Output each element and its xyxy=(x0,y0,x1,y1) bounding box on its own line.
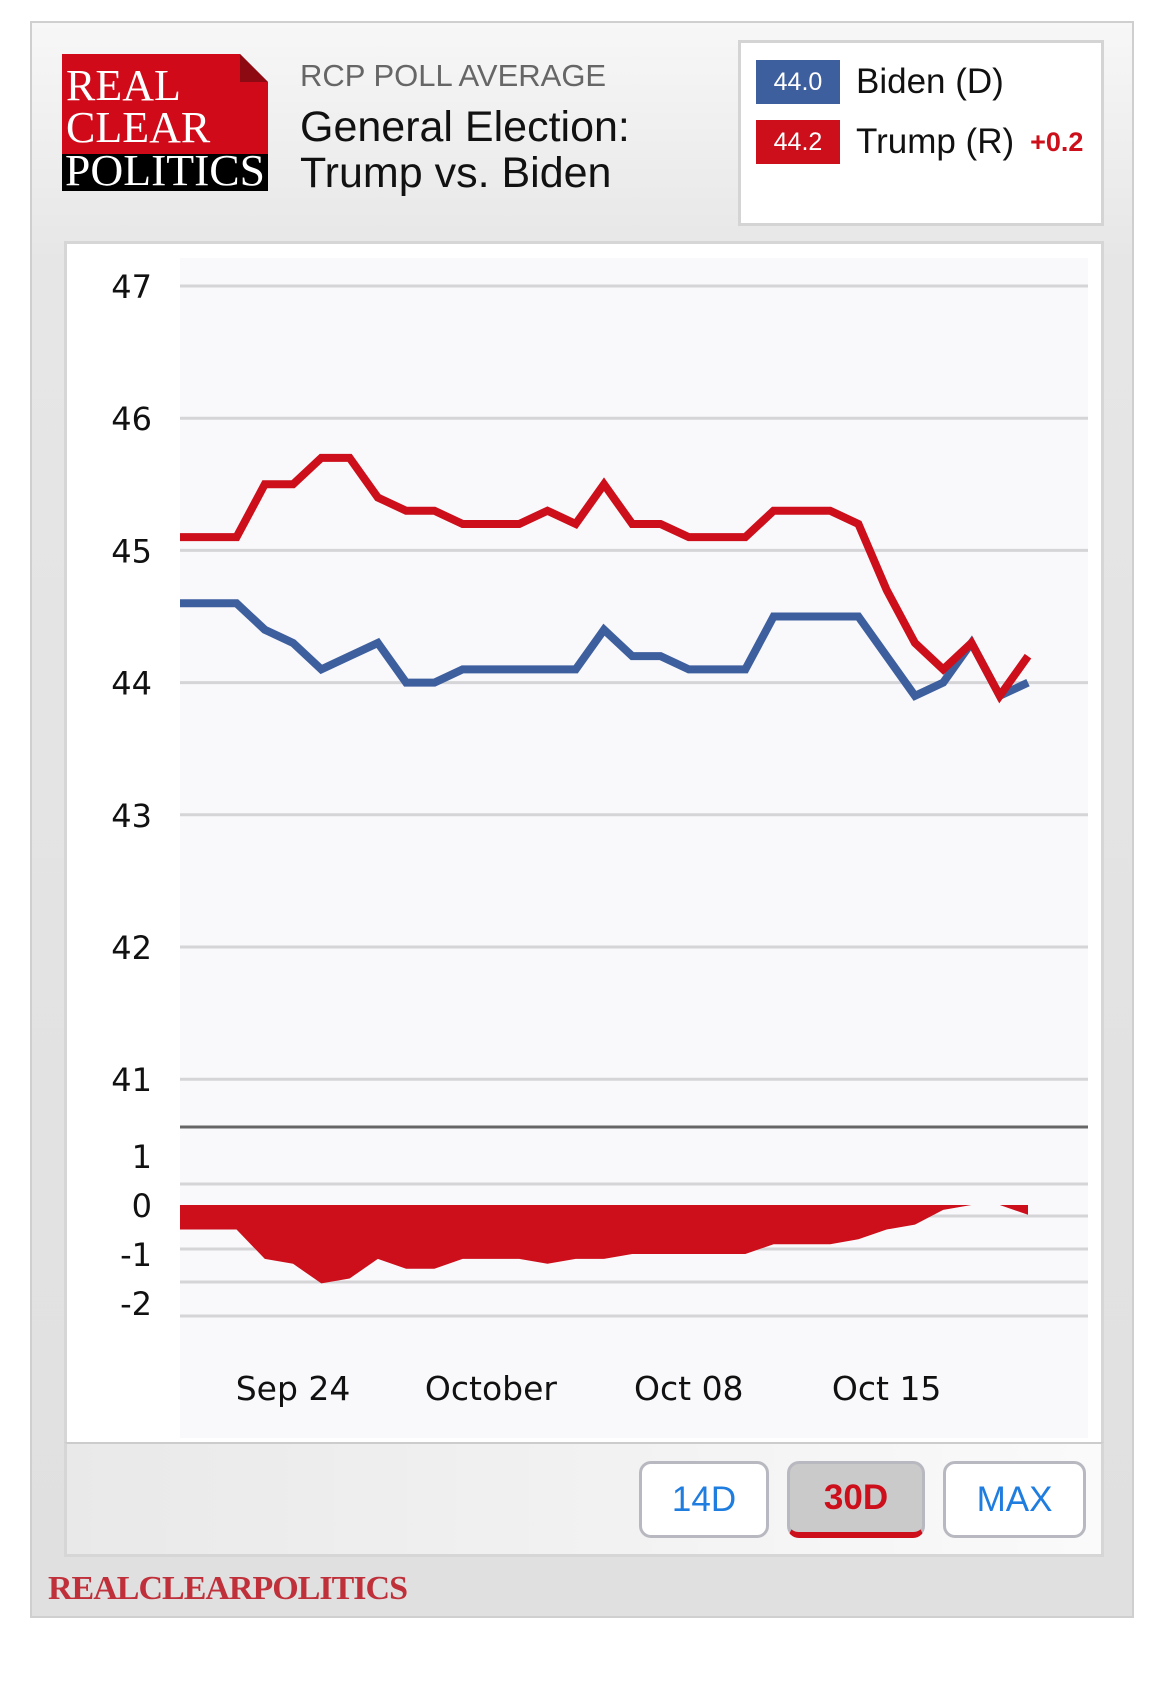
legend-label: Biden (D) xyxy=(856,62,1004,101)
x-tick-label: October xyxy=(425,1369,557,1408)
legend-item-biden: 44.0 Biden (D) xyxy=(756,60,1004,104)
range-30d-button[interactable]: 30D xyxy=(787,1461,925,1538)
range-max-button[interactable]: MAX xyxy=(943,1461,1086,1538)
y-tick-label: 44 xyxy=(111,665,152,703)
x-tick-label: Sep 24 xyxy=(236,1369,351,1408)
svg-text:CLEAR: CLEAR xyxy=(66,103,211,152)
spread-tick-label: -2 xyxy=(120,1285,152,1323)
series-line-biden xyxy=(180,599,1030,702)
x-tick-label: Oct 08 xyxy=(634,1369,744,1408)
y-tick-label: 47 xyxy=(111,268,152,306)
page-title: General Election: Trump vs. Biden xyxy=(300,104,630,196)
change-value: +0.2 xyxy=(1030,126,1084,157)
range-bar xyxy=(64,1442,1104,1557)
spread-area xyxy=(180,1205,1028,1284)
spread-tick-label: 0 xyxy=(132,1187,152,1225)
subtitle: RCP POLL AVERAGE xyxy=(300,58,607,93)
spread-tick-label: 1 xyxy=(132,1138,152,1176)
x-tick-label: Oct 15 xyxy=(832,1369,942,1408)
svg-text:POLITICS: POLITICS xyxy=(65,146,265,191)
legend-item-trump: 44.2 Trump (R) +0.2 xyxy=(756,120,1083,164)
legend-label: Trump (R) xyxy=(856,122,1015,161)
trump-value-badge: 44.2 xyxy=(756,120,840,164)
series-line-trump xyxy=(180,453,1032,704)
spread-tick-label: -1 xyxy=(120,1236,152,1274)
y-tick-label: 45 xyxy=(111,532,152,570)
y-tick-label: 46 xyxy=(111,400,152,438)
svg-text:REAL: REAL xyxy=(66,61,181,110)
rcp-logo: REAL CLEAR POLITICS xyxy=(62,54,268,191)
title-line-2: Trump vs. Biden xyxy=(300,149,612,197)
title-line-1: General Election: xyxy=(300,103,630,151)
range-14d-button[interactable]: 14D xyxy=(639,1461,769,1538)
y-tick-label: 42 xyxy=(111,929,152,967)
y-tick-label: 41 xyxy=(111,1061,152,1099)
footer-brand: REALCLEARPOLITICS xyxy=(48,1570,408,1607)
biden-value-badge: 44.0 xyxy=(756,60,840,104)
legend: 44.0 Biden (D) 44.2 Trump (R) +0.2 xyxy=(738,40,1104,226)
y-tick-label: 43 xyxy=(111,797,152,835)
